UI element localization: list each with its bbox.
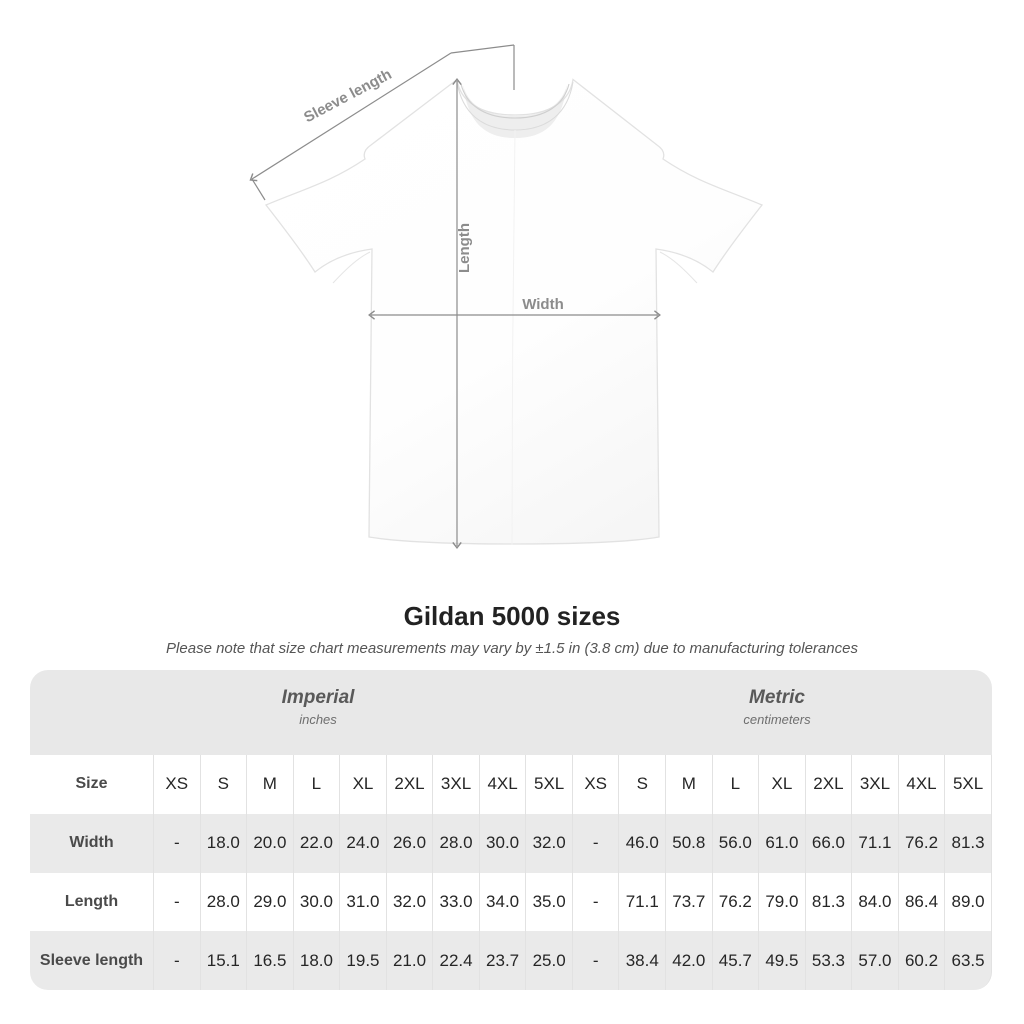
svg-text:Width: Width xyxy=(522,296,564,313)
svg-text:Sleeve length: Sleeve length xyxy=(301,66,394,126)
svg-text:Length: Length xyxy=(456,223,473,273)
